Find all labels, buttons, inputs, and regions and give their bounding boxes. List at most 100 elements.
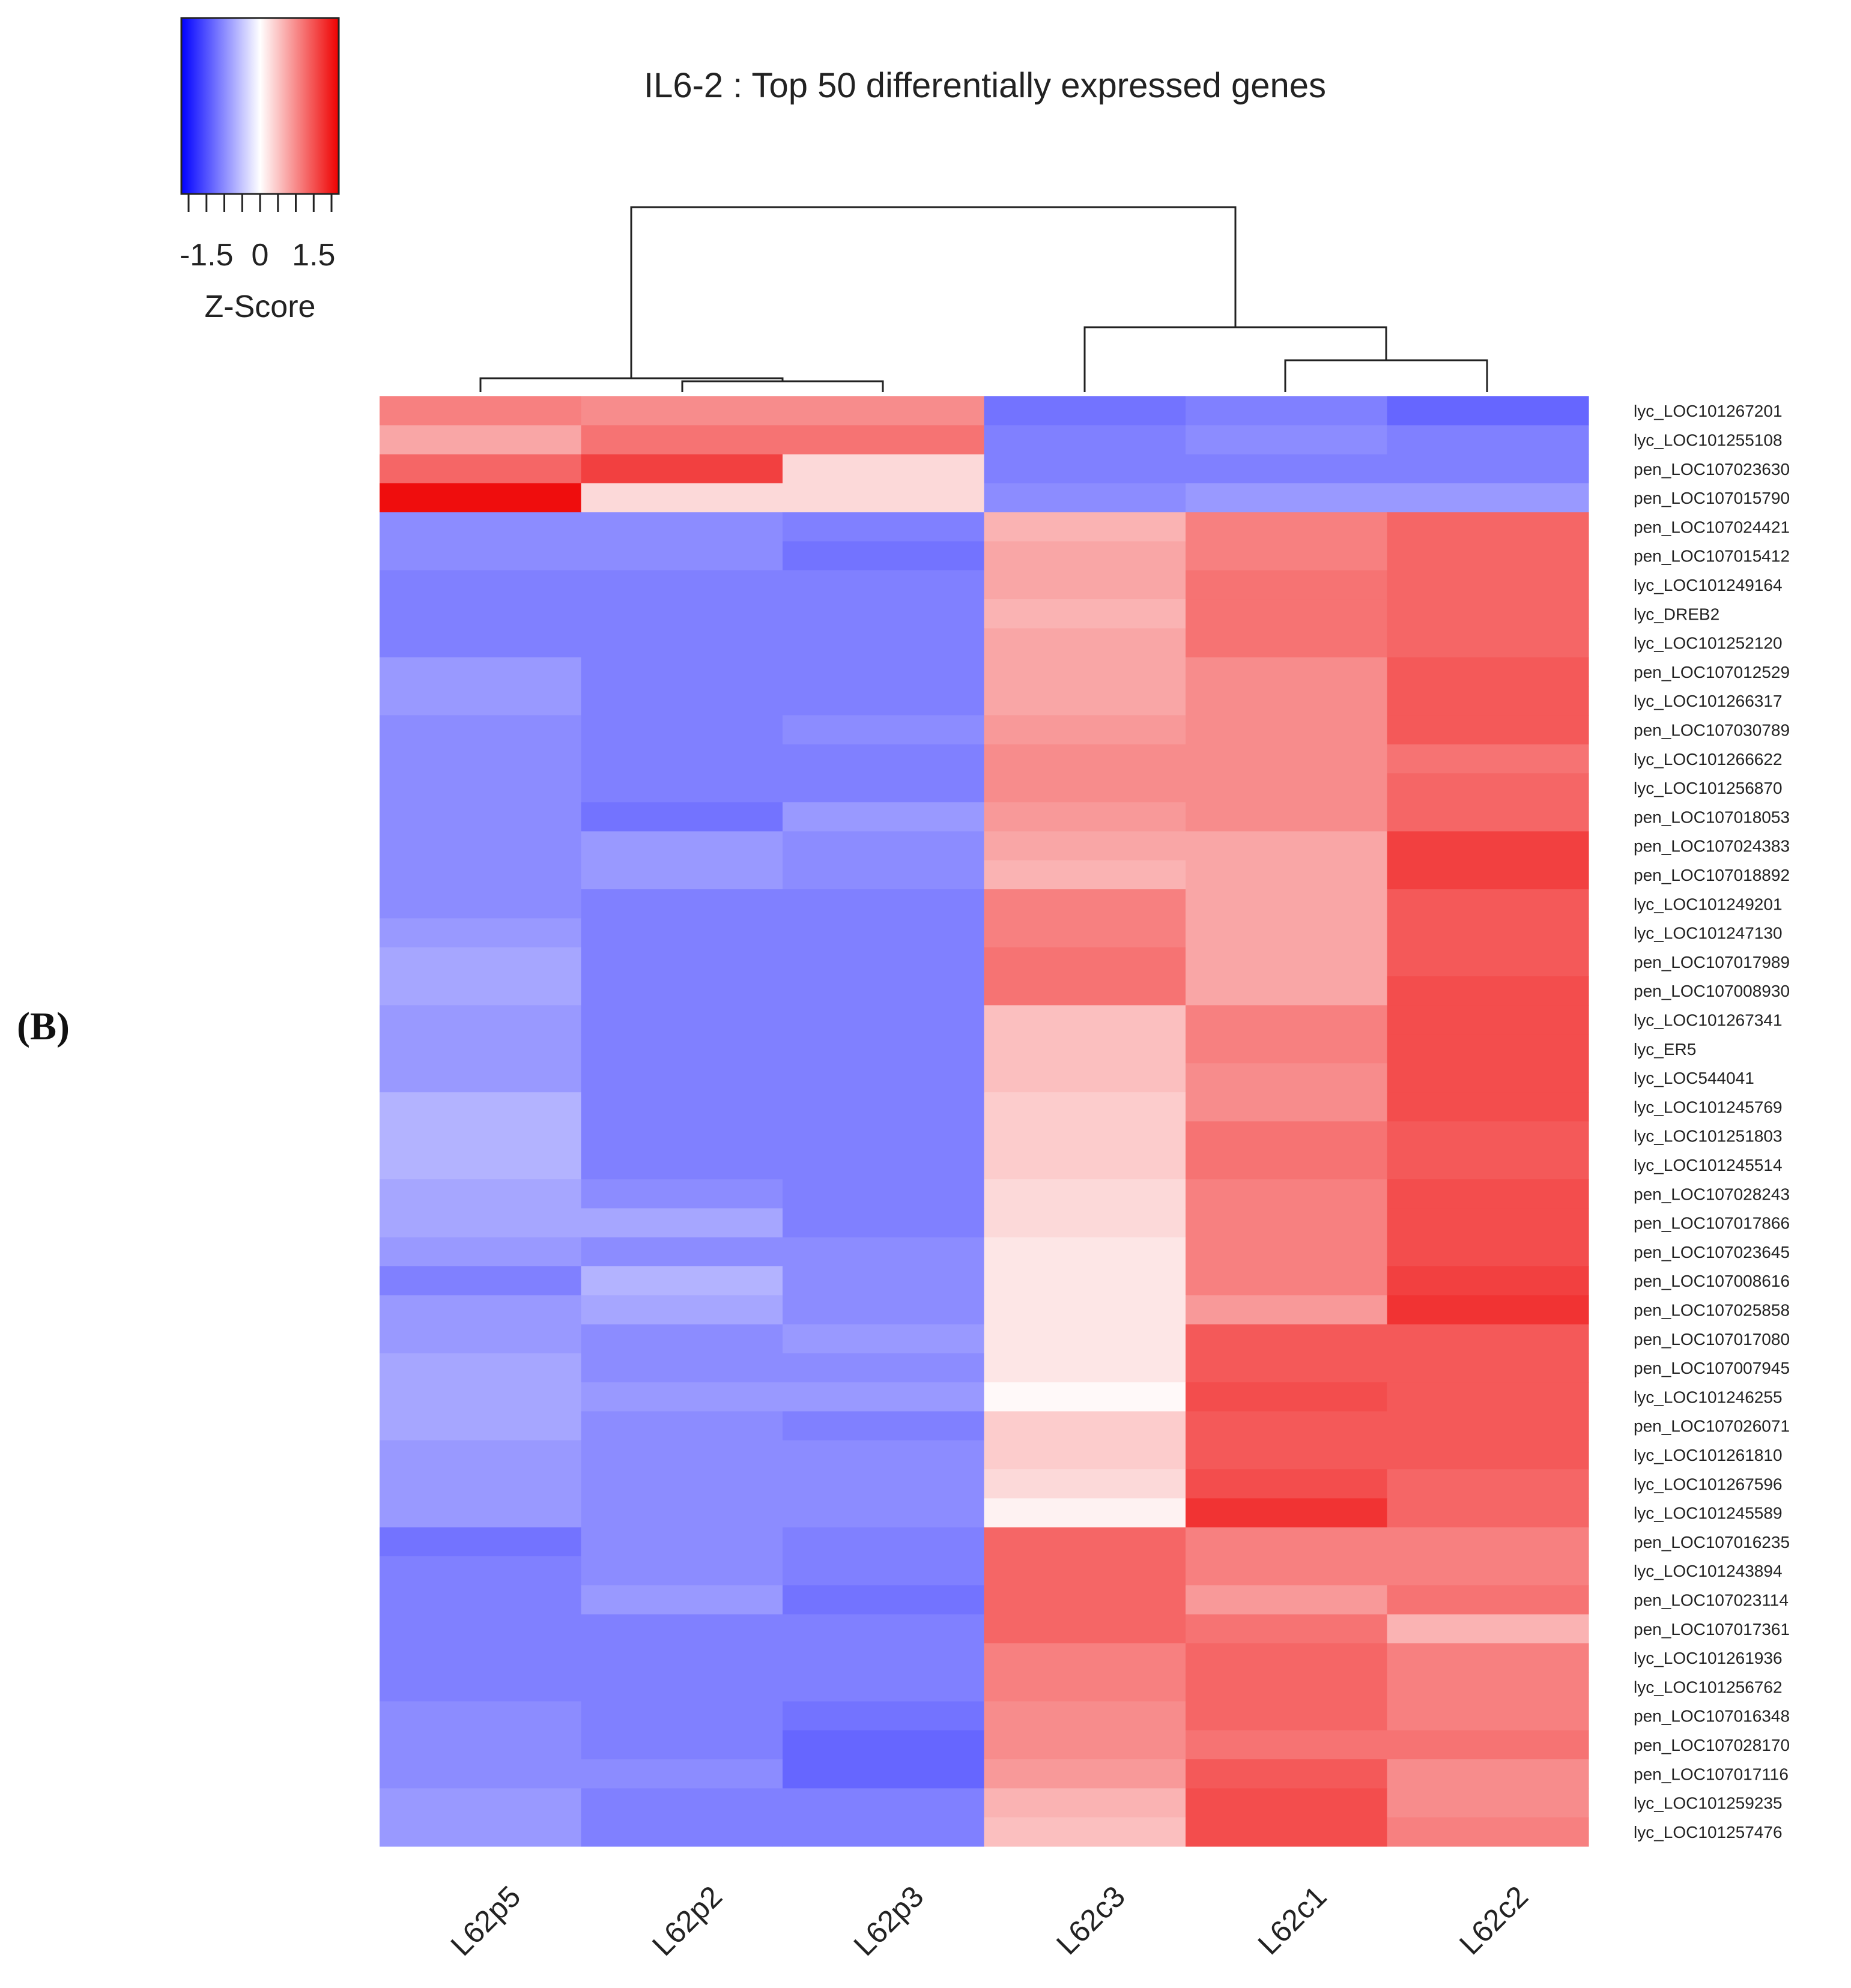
heatmap-cell <box>1387 1092 1589 1122</box>
heatmap-cell <box>984 686 1186 716</box>
heatmap-cell <box>783 1817 985 1847</box>
heatmap-cell <box>1186 454 1388 484</box>
dendrogram-branch <box>630 206 1237 378</box>
heatmap-cell <box>380 1585 582 1615</box>
heatmap-cell <box>1186 657 1388 687</box>
heatmap-cell <box>1387 1788 1589 1818</box>
heatmap-cell <box>1387 976 1589 1006</box>
heatmap-cell <box>581 802 783 832</box>
heatmap-cell <box>1186 1469 1388 1499</box>
heatmap-cell <box>783 1556 985 1586</box>
row-label: pen_LOC107017116 <box>1634 1765 1789 1783</box>
heatmap-cell <box>783 918 985 948</box>
heatmap-cell <box>380 1672 582 1702</box>
heatmap-cell <box>984 483 1186 513</box>
heatmap-cell <box>1387 1208 1589 1238</box>
row-label: lyc_LOC101256762 <box>1634 1678 1783 1696</box>
heatmap-cell <box>783 947 985 977</box>
heatmap-cell <box>1387 1469 1589 1499</box>
heatmap-cell <box>1186 396 1388 426</box>
heatmap-cell <box>581 976 783 1006</box>
heatmap-cell <box>581 1121 783 1151</box>
heatmap-cell <box>380 1788 582 1818</box>
row-label: lyc_LOC101267341 <box>1634 1011 1783 1029</box>
heatmap-cell <box>1387 686 1589 716</box>
column-label: L62c1 <box>1252 1879 1333 1961</box>
heatmap-cell <box>1387 1179 1589 1209</box>
heatmap-cell <box>380 1063 582 1093</box>
heatmap-cell <box>984 744 1186 774</box>
heatmap-cell <box>1387 483 1589 513</box>
heatmap-cell <box>1186 1324 1388 1354</box>
heatmap-cell <box>984 1295 1186 1325</box>
heatmap-cell <box>581 1034 783 1064</box>
heatmap-cell <box>783 1295 985 1325</box>
heatmap-cell <box>783 628 985 658</box>
dendrogram-branch <box>681 380 884 392</box>
heatmap-cell <box>783 1237 985 1267</box>
heatmap-cell <box>380 976 582 1006</box>
heatmap-cell <box>783 831 985 861</box>
heatmap-cell <box>1186 1817 1388 1847</box>
heatmap-cell <box>1186 512 1388 542</box>
heatmap-cell <box>984 947 1186 977</box>
colorbar-label: Z-Score <box>205 289 316 324</box>
row-label: pen_LOC107024421 <box>1634 518 1790 536</box>
heatmap-cell <box>783 1672 985 1702</box>
heatmap-cell <box>380 1353 582 1383</box>
row-label: pen_LOC107016235 <box>1634 1533 1790 1551</box>
heatmap-cell <box>984 541 1186 571</box>
heatmap-cell <box>380 1817 582 1847</box>
heatmap-cell <box>380 1759 582 1789</box>
heatmap-cell <box>1186 570 1388 600</box>
heatmap-cell <box>1387 570 1589 600</box>
heatmap-cell <box>984 1382 1186 1412</box>
heatmap-cell <box>984 628 1186 658</box>
heatmap-cell <box>984 1817 1186 1847</box>
row-label: lyc_LOC101261936 <box>1634 1649 1783 1667</box>
heatmap-cell <box>1387 396 1589 426</box>
heatmap-cell <box>1186 1527 1388 1557</box>
heatmap-cell <box>1387 1353 1589 1383</box>
heatmap-cell <box>1186 1730 1388 1760</box>
heatmap-cell <box>1186 831 1388 861</box>
heatmap-cell <box>380 483 582 513</box>
colorbar-tick-label: -1.5 <box>180 238 234 273</box>
row-label: pen_LOC107007945 <box>1634 1359 1790 1377</box>
heatmap-cell <box>1387 599 1589 629</box>
row-labels: lyc_LOC101267201 lyc_LOC101255108 pen_LOC1… <box>1634 402 1790 1841</box>
heatmap-cell <box>581 628 783 658</box>
heatmap-cell <box>1387 1643 1589 1673</box>
heatmap-cell <box>581 947 783 977</box>
heatmap-cell <box>783 686 985 716</box>
heatmap-cell <box>1186 715 1388 745</box>
heatmap-cell <box>783 1527 985 1557</box>
heatmap-cell <box>984 860 1186 890</box>
heatmap-cell <box>984 1498 1186 1528</box>
heatmap-cell <box>581 1469 783 1499</box>
heatmap-cell <box>581 1730 783 1760</box>
heatmap-cell <box>984 1179 1186 1209</box>
heatmap-cell <box>1186 1237 1388 1267</box>
heatmap-cell <box>1387 918 1589 948</box>
heatmap-cell <box>1186 1092 1388 1122</box>
row-label: pen_LOC107008616 <box>1634 1272 1790 1290</box>
row-label: pen_LOC107023114 <box>1634 1591 1789 1609</box>
row-label: pen_LOC107015790 <box>1634 489 1790 507</box>
heatmap-cell <box>984 773 1186 803</box>
heatmap-cell <box>783 1179 985 1209</box>
heatmap-cell <box>1186 1701 1388 1731</box>
heatmap-cell <box>1186 918 1388 948</box>
heatmap-cell <box>1186 1411 1388 1441</box>
heatmap-cell <box>1387 657 1589 687</box>
colorbar-tick-label: 1.5 <box>292 238 335 273</box>
row-label: lyc_LOC101249201 <box>1634 895 1783 913</box>
heatmap-cell <box>1387 541 1589 571</box>
heatmap-cell <box>984 802 1186 832</box>
heatmap-cell <box>1387 744 1589 774</box>
heatmap-cell <box>1387 947 1589 977</box>
heatmap-cell <box>380 1643 582 1673</box>
heatmap-cell <box>783 1730 985 1760</box>
row-label: lyc_LOC101245589 <box>1634 1504 1783 1523</box>
heatmap-cell <box>1387 1237 1589 1267</box>
